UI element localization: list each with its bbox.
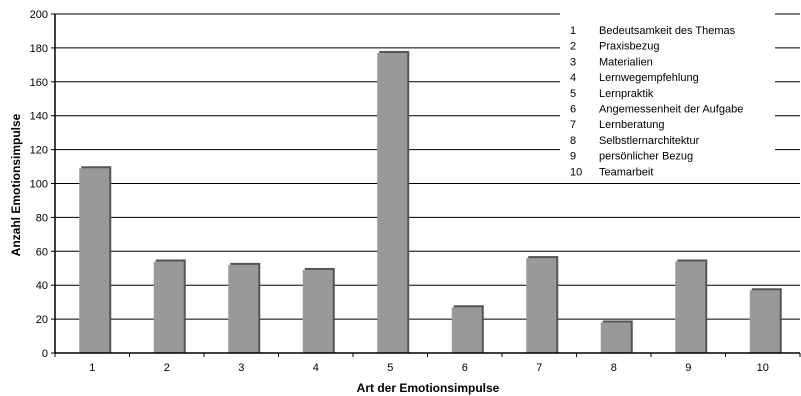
x-tick-label: 4 — [313, 362, 319, 374]
legend-label: Bedeutsamkeit des Themas — [599, 25, 736, 37]
bar — [377, 52, 408, 354]
legend-number: 5 — [570, 88, 576, 100]
x-axis-title: Art der Emotionsimpulse — [357, 381, 500, 395]
legend-number: 4 — [570, 72, 576, 84]
y-axis-title: Anzahl Emotionsimpulse — [9, 113, 23, 256]
x-tick-labels: 1 2 3 4 5 6 7 8 9 10 — [89, 362, 769, 374]
y-tick-label: 60 — [36, 246, 48, 258]
legend-label: Teamarbeit — [599, 166, 653, 178]
x-tick-label: 8 — [611, 362, 617, 374]
x-tick-label: 5 — [387, 362, 393, 374]
x-tick-label: 2 — [164, 362, 170, 374]
bar — [749, 290, 780, 353]
legend-number: 9 — [570, 151, 576, 163]
legend-label: Lernpraktik — [599, 88, 654, 100]
y-tick-labels: 0 20 40 60 80 100 120 140 160 180 200 — [30, 9, 48, 360]
y-tick-label: 140 — [30, 111, 48, 123]
y-tick-label: 0 — [42, 348, 48, 360]
y-tick-label: 200 — [30, 9, 48, 21]
legend-number: 3 — [570, 56, 576, 68]
y-tick-label: 80 — [36, 212, 48, 224]
x-tick-label: 7 — [536, 362, 542, 374]
bar — [451, 307, 482, 353]
legend-label: Materialien — [599, 56, 653, 68]
x-tick-label: 1 — [89, 362, 95, 374]
y-tick-label: 100 — [30, 179, 48, 191]
legend-label: Lernberatung — [599, 119, 664, 131]
y-tick-label: 20 — [36, 314, 48, 326]
bar — [600, 322, 631, 353]
x-tick-label: 9 — [685, 362, 691, 374]
bars — [79, 50, 782, 354]
legend-label: Selbstlernarchitektur — [599, 135, 700, 147]
legend-label: persönlicher Bezug — [599, 151, 693, 163]
y-tick-label: 40 — [36, 280, 48, 292]
bar — [526, 258, 557, 353]
bar — [228, 264, 259, 353]
legend-label: Praxisbezug — [599, 41, 660, 53]
bar — [302, 269, 333, 353]
legend-number: 1 — [570, 25, 576, 37]
axes — [54, 14, 801, 357]
bar — [79, 168, 110, 353]
legend-number: 6 — [570, 104, 576, 116]
legend-number: 7 — [570, 119, 576, 131]
legend-label: Angemessenheit der Aufgabe — [599, 104, 743, 116]
bar — [675, 261, 706, 353]
legend-box — [560, 12, 775, 173]
x-tick-label: 10 — [757, 362, 769, 374]
legend-number: 10 — [570, 166, 582, 178]
y-tick-label: 180 — [30, 43, 48, 55]
y-tick-label: 120 — [30, 145, 48, 157]
legend-number: 8 — [570, 135, 576, 147]
x-tick-label: 6 — [462, 362, 468, 374]
y-tick-label: 160 — [30, 77, 48, 89]
legend: 1 Bedeutsamkeit des Themas 2 Praxisbezug 3 Ma… — [560, 12, 775, 178]
x-tick-label: 3 — [238, 362, 244, 374]
legend-number: 2 — [570, 41, 576, 53]
legend-label: Lernwegempfehlung — [599, 72, 699, 84]
bar — [153, 261, 184, 353]
